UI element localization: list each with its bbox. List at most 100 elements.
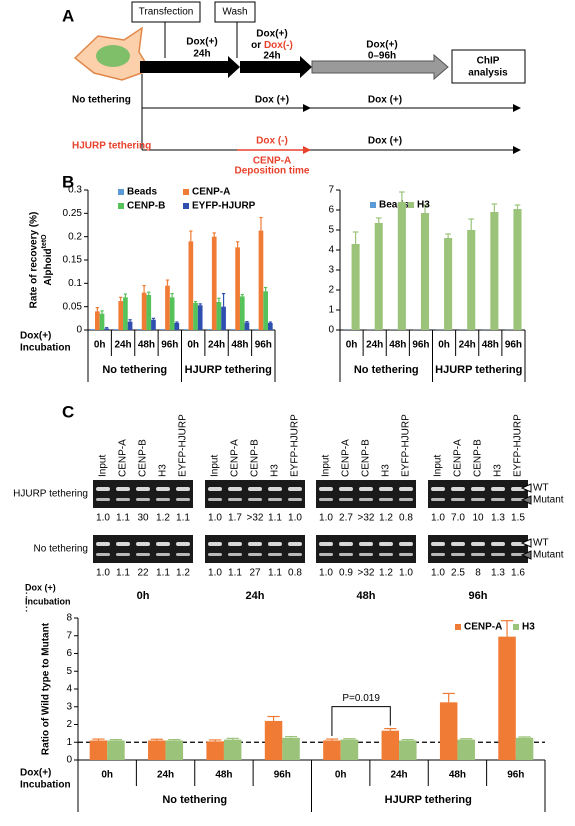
bar: [165, 740, 184, 760]
x-tick-label: 96h: [505, 340, 522, 351]
gel-band: [359, 487, 373, 491]
lane-label: Input: [98, 455, 109, 477]
x-tick-label: 24h: [459, 340, 476, 351]
gel-band: [116, 487, 130, 491]
bar: [137, 329, 142, 330]
row-label: Incubation: [20, 343, 71, 354]
gel-band: [339, 542, 353, 546]
x-tick-label: 24h: [208, 340, 225, 351]
gel-band: [471, 553, 485, 556]
gel-band: [208, 542, 222, 546]
gel-value: 1.3: [491, 568, 505, 579]
gel-band: [96, 498, 110, 501]
gel-band: [228, 487, 242, 491]
y-tick-label: 7: [66, 630, 72, 641]
gel-band: [268, 487, 282, 491]
gel-band: [96, 542, 110, 546]
gel-band: [288, 498, 302, 501]
gel-value: 1.0: [208, 513, 222, 524]
lane-label: CENP-A: [230, 439, 241, 477]
bar: [399, 740, 417, 760]
legend-label: H3: [417, 200, 430, 211]
label: HJURP tethering: [72, 141, 151, 152]
bar: [235, 247, 240, 330]
label: or: [251, 40, 264, 51]
gel-value: 1.1: [268, 568, 282, 579]
gel-value: 1.2: [156, 513, 170, 524]
gel-band: [451, 487, 465, 491]
x-tick-label: 96h: [274, 770, 291, 781]
gel-band: [471, 542, 485, 546]
gel-band: [471, 498, 485, 501]
y-axis-label: Ratio of Wild type to Mutant: [41, 622, 52, 755]
y-tick-label: 5: [328, 225, 334, 236]
gel-value: 1.0: [399, 568, 413, 579]
gel-band: [431, 542, 445, 546]
gel-band: [248, 498, 262, 501]
bar: [160, 329, 166, 330]
gel-value: 1.7: [228, 513, 242, 524]
legend-label: Beads: [127, 187, 157, 198]
step-arrow: [240, 56, 312, 78]
x-tick-label: 0h: [346, 340, 358, 351]
group-label: No tethering: [102, 364, 167, 376]
gel-value: 1.2: [176, 568, 190, 579]
lane-label: Input: [210, 455, 221, 477]
label: Dox (+): [255, 95, 289, 106]
bar: [123, 297, 128, 330]
y-tick-label: 3: [66, 701, 72, 712]
bar: [239, 296, 245, 330]
gel-band: [491, 487, 505, 491]
gel-band: [399, 498, 413, 501]
gel-band: [379, 553, 393, 556]
band-marker: [520, 483, 532, 493]
bar: [515, 737, 534, 760]
bar: [104, 328, 110, 330]
bar: [141, 292, 147, 330]
row-label: Incubation: [20, 780, 71, 791]
gel-value: 1.0: [319, 513, 333, 524]
gel-value: 1.1: [268, 513, 282, 524]
gel-band: [156, 553, 170, 556]
gel-value: >32: [358, 568, 375, 579]
y-axis-label-sup: tetO: [41, 234, 48, 249]
gel-value: 1.1: [116, 513, 130, 524]
bar: [374, 223, 383, 330]
bar: [351, 244, 360, 330]
gel-band: [136, 553, 150, 556]
row-label: Dox(+): [20, 331, 51, 342]
lane-label: H3: [270, 464, 281, 477]
gel-band: [431, 498, 445, 501]
label: Dox(+): [186, 37, 217, 48]
gel-value: 1.3: [491, 513, 505, 524]
lane-label: CENP-B: [250, 439, 261, 477]
legend-label: CENP-A: [192, 187, 230, 198]
gel-band: [339, 487, 353, 491]
bar: [118, 301, 124, 330]
x-tick-label: 48h: [231, 340, 248, 351]
gel-band: [176, 542, 190, 546]
label: No tethering: [72, 95, 131, 106]
group-label: No tethering: [162, 794, 227, 806]
label: 0–96h: [368, 51, 396, 62]
gel-band: [268, 498, 282, 501]
label: CENP-A: [253, 156, 291, 167]
x-tick-label: 96h: [507, 770, 524, 781]
bar: [267, 323, 273, 330]
gel-value: 1.0: [96, 513, 110, 524]
x-tick-label: 96h: [255, 340, 272, 351]
gel-value: 1.0: [96, 568, 110, 579]
y-tick-label: 5: [66, 666, 72, 677]
gel-band: [248, 487, 262, 491]
bar: [264, 720, 283, 760]
gel-value: 1.2: [379, 568, 393, 579]
significance-bracket: [331, 706, 391, 737]
y-tick-label: 8: [66, 613, 72, 624]
bar: [420, 213, 430, 330]
gel-value: 1.0: [208, 568, 222, 579]
bar: [467, 230, 476, 330]
gel-value: 1.1: [116, 568, 130, 579]
gel: [205, 480, 305, 508]
gel-band: [491, 553, 505, 556]
band-label: WT: [533, 483, 549, 494]
